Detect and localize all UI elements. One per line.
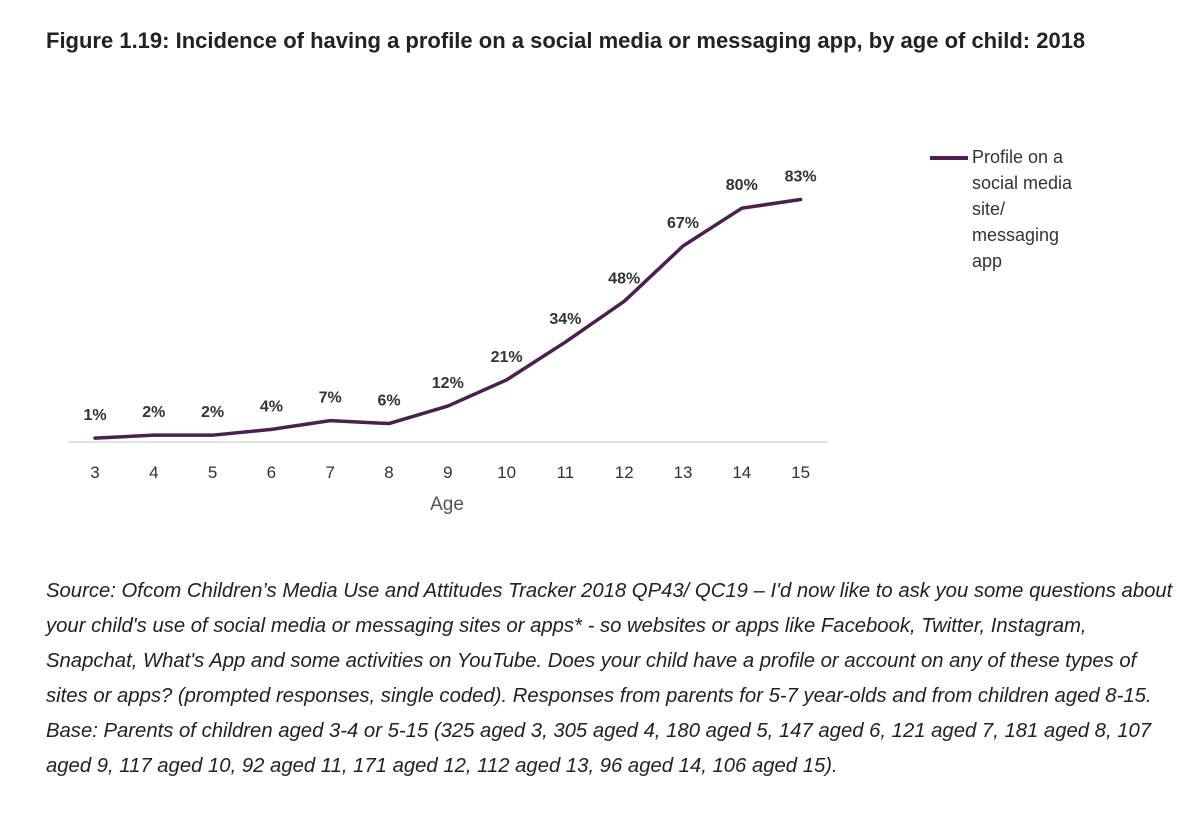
- data-label: 83%: [785, 168, 817, 185]
- data-point: [211, 433, 215, 437]
- x-tick-label: 13: [674, 463, 693, 482]
- data-label: 4%: [260, 398, 283, 415]
- chart-title: Figure 1.19: Incidence of having a profi…: [46, 28, 1086, 53]
- data-point: [799, 197, 803, 201]
- source-note: Source: Ofcom Children’s Media Use and A…: [46, 580, 1173, 777]
- line-chart: 3 4 5 6 7 8 9 10 11 12 13 14 15 1% 2% 2% 4% 7% 6% 12% 21% 34…: [68, 168, 828, 515]
- x-tick-label: 4: [149, 463, 158, 482]
- data-label: 48%: [608, 270, 640, 287]
- data-point: [446, 404, 450, 408]
- data-label: 34%: [549, 311, 581, 328]
- x-tick-label: 14: [732, 463, 751, 482]
- data-label: 2%: [142, 404, 165, 421]
- data-label: 80%: [726, 177, 758, 194]
- data-point: [563, 340, 567, 344]
- x-tick-label: 8: [384, 463, 393, 482]
- x-tick-label: 12: [615, 463, 634, 482]
- data-label: 1%: [83, 407, 106, 424]
- data-point: [269, 427, 273, 431]
- axis-layer: 3 4 5 6 7 8 9 10 11 12 13 14 15: [68, 441, 828, 482]
- legend-swatch: [930, 156, 968, 160]
- x-tick-label: 9: [443, 463, 452, 482]
- data-label: 7%: [319, 390, 342, 407]
- legend-label: Profile on a social media site/ messagin…: [972, 147, 1073, 271]
- data-point: [93, 436, 97, 440]
- data-point: [387, 422, 391, 426]
- data-point: [328, 419, 332, 423]
- data-label: 12%: [432, 375, 464, 392]
- data-label: 21%: [491, 349, 523, 366]
- x-tick-label: 5: [208, 463, 217, 482]
- data-label-layer: 1% 2% 2% 4% 7% 6% 12% 21% 34% 48% 67% 80% 83%: [83, 168, 816, 424]
- data-point: [740, 206, 744, 210]
- data-point: [505, 378, 509, 382]
- x-tick-label: 15: [791, 463, 810, 482]
- series-line: [93, 197, 803, 440]
- series-layer: [93, 197, 803, 440]
- data-label: 67%: [667, 215, 699, 232]
- x-tick-label: 3: [90, 463, 99, 482]
- data-point: [152, 433, 156, 437]
- data-point: [622, 299, 626, 303]
- x-tick-label: 7: [325, 463, 334, 482]
- x-tick-label: 11: [557, 463, 575, 482]
- x-axis-title: Age: [430, 494, 464, 515]
- x-tick-label: 6: [267, 463, 276, 482]
- data-point: [681, 244, 685, 248]
- x-tick-label: 10: [497, 463, 516, 482]
- data-label: 2%: [201, 404, 224, 421]
- data-label: 6%: [377, 393, 400, 410]
